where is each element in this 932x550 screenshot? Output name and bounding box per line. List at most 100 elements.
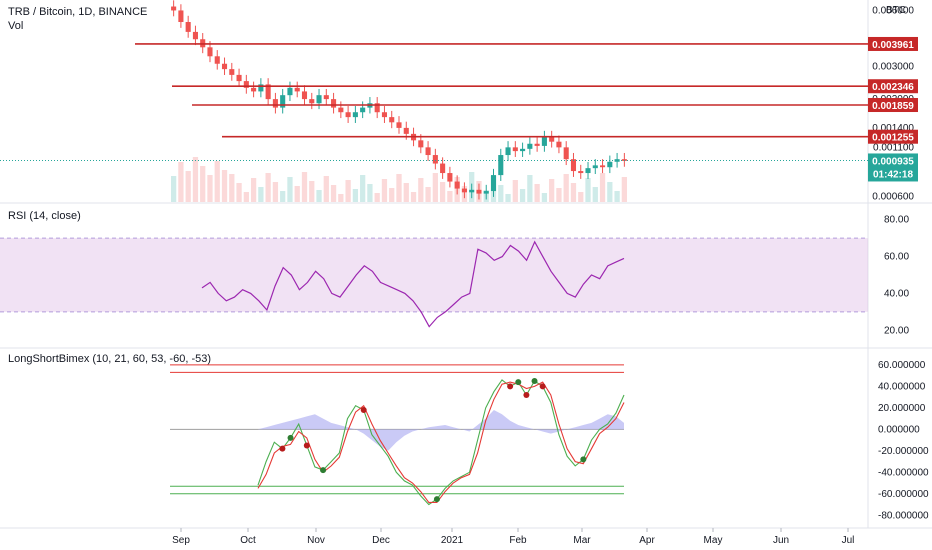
volume-bar	[534, 184, 540, 202]
level-price-tag	[868, 79, 918, 94]
volume-bar	[432, 173, 438, 202]
level-price-tag	[868, 98, 918, 113]
time-tick-label: Dec	[372, 535, 390, 546]
level-price-tag-label: 0.001859	[872, 101, 914, 112]
candle-body	[316, 95, 322, 104]
time-tick-label: 2021	[441, 535, 464, 546]
volume-bar	[258, 187, 264, 202]
candle-body	[585, 168, 591, 174]
level-price-tag	[868, 129, 918, 144]
volume-bar	[280, 191, 286, 202]
volume-bar	[556, 188, 562, 202]
oscillator-tick-label: 40.000000	[878, 381, 926, 392]
candle-body	[476, 189, 482, 194]
candle-body	[418, 140, 424, 148]
volume-bar	[439, 182, 446, 202]
volume-bar	[498, 185, 504, 202]
volume-bar	[200, 166, 206, 202]
candle-body	[207, 47, 213, 57]
crossover-dot	[360, 407, 367, 413]
oscillator-slow-line	[257, 381, 625, 503]
candle-body	[243, 81, 249, 88]
price-tick-label: 0.001100	[873, 142, 914, 153]
candle-body	[541, 137, 547, 146]
level-price-tag-label: 0.003961	[872, 40, 914, 51]
rsi-band	[0, 238, 868, 312]
volume-bar	[243, 192, 249, 202]
volume-bar	[563, 174, 569, 202]
candle-body	[280, 95, 286, 108]
volume-bar	[229, 174, 235, 202]
oscillator-tick-label: -40.000000	[878, 467, 929, 478]
candle-body	[389, 117, 395, 123]
volume-bar	[294, 186, 300, 202]
oscillator-legend: LongShortBimex (10, 21, 60, 53, -60, -53…	[8, 353, 212, 365]
candle-body	[498, 155, 504, 176]
candle-body	[549, 137, 555, 142]
price-tick-label: 0.000600	[872, 191, 914, 202]
candle-body	[287, 87, 293, 96]
crossover-dot	[523, 391, 530, 398]
volume-bar	[214, 161, 220, 202]
candle-body	[469, 189, 475, 193]
volume-bar	[221, 170, 228, 202]
candle-body	[396, 122, 402, 128]
rsi-tick-label: 60.00	[884, 252, 909, 263]
volume-bar	[389, 188, 395, 202]
crossover-dot	[531, 378, 538, 384]
candle-body	[483, 191, 489, 194]
volume-bar	[192, 157, 199, 202]
level-price-tag-label: 0.002346	[872, 82, 914, 93]
volume-bar	[287, 177, 293, 202]
candle-body	[512, 147, 518, 152]
candle-body	[520, 148, 526, 152]
crossover-dot	[279, 445, 286, 452]
volume-bar	[309, 181, 315, 202]
candle-body	[570, 159, 577, 172]
bar-countdown-label: 01:42:18	[873, 169, 913, 180]
volume-bar	[614, 191, 620, 202]
candle-body	[578, 171, 584, 174]
volume-bar	[505, 194, 511, 202]
candle-body	[185, 22, 191, 32]
rsi-tick-label: 80.00	[884, 215, 909, 226]
crossover-dot	[320, 467, 327, 474]
crossover-dot	[515, 379, 522, 386]
rsi-line	[201, 240, 625, 328]
volume-bar	[360, 175, 366, 202]
candle-body	[192, 31, 198, 40]
crossover-dot	[580, 456, 587, 463]
volume-legend: Vol	[8, 20, 24, 32]
volume-bar	[272, 182, 279, 202]
candle-body	[534, 143, 540, 146]
candle-body	[454, 181, 460, 189]
oscillator-tick-label: -60.000000	[878, 489, 929, 500]
candle-body	[345, 112, 351, 118]
candle-body	[440, 163, 446, 174]
price-tick-label: 0.003000	[872, 61, 914, 72]
volume-bar	[549, 179, 555, 202]
volume-bar	[578, 192, 584, 202]
volume-bar	[207, 175, 213, 202]
volume-bar	[585, 178, 591, 202]
candle-body	[490, 175, 497, 192]
time-tick-label: Feb	[509, 535, 527, 546]
candle-body	[505, 147, 511, 156]
candle-body	[600, 165, 606, 168]
volume-bar	[403, 183, 409, 202]
candle-body	[360, 107, 366, 113]
candle-body	[251, 87, 257, 92]
crossover-dot	[539, 383, 546, 390]
volume-bar	[330, 185, 337, 202]
candle-body	[272, 99, 278, 108]
volume-bar	[519, 189, 526, 202]
candle-body	[178, 10, 184, 23]
time-tick-label: Nov	[307, 535, 325, 546]
candle-body	[556, 141, 562, 148]
candle-body	[301, 91, 308, 100]
oscillator-fast-line	[257, 379, 625, 506]
candle-body	[352, 112, 358, 118]
time-tick-label: Oct	[240, 535, 256, 546]
rsi-tick-label: 20.00	[884, 325, 909, 336]
